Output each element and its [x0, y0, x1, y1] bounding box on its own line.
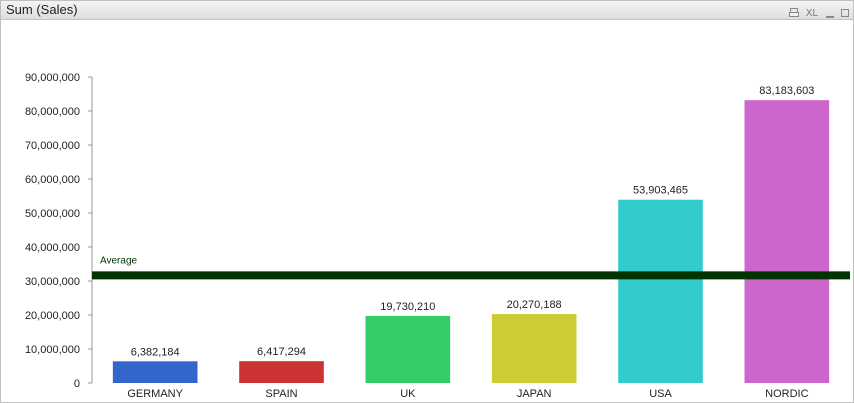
window-caption[interactable]: Sum (Sales) XL [1, 1, 853, 20]
category-label: NORDIC [765, 388, 808, 400]
category-label: UK [400, 388, 416, 400]
value-label: 19,730,210 [380, 301, 435, 313]
print-icon[interactable] [789, 7, 800, 21]
window-title: Sum (Sales) [6, 2, 78, 17]
y-tick-label: 90,000,000 [25, 72, 80, 84]
y-tick-label: 0 [74, 378, 80, 390]
category-label: GERMANY [127, 388, 183, 400]
bar-spain[interactable] [239, 361, 324, 383]
value-labels: 6,382,184 6,417,294 19,730,210 20,270,188 53… [131, 85, 815, 358]
y-tick-label: 40,000,000 [25, 242, 80, 254]
value-label: 53,903,465 [633, 185, 688, 197]
bar-japan[interactable] [491, 314, 577, 383]
restore-icon[interactable] [841, 7, 849, 21]
y-tick-label: 20,000,000 [25, 310, 80, 322]
category-label: SPAIN [265, 388, 297, 400]
bar-germany[interactable] [112, 361, 198, 383]
value-label: 20,270,188 [507, 299, 562, 311]
y-tick-label: 10,000,000 [25, 344, 80, 356]
reference-line-group: Average [92, 255, 850, 280]
x-axis: GERMANY SPAIN UK JAPAN USA NORDIC [127, 388, 808, 400]
excel-export-icon[interactable]: XL [805, 8, 819, 19]
y-tick-label: 80,000,000 [25, 106, 80, 118]
minimize-icon[interactable] [825, 7, 834, 21]
bar-uk[interactable] [365, 315, 451, 383]
y-tick-label: 60,000,000 [25, 174, 80, 186]
y-axis: 0 10,000,000 20,000,000 30,000,000 40,000,00… [25, 72, 93, 390]
y-tick-label: 30,000,000 [25, 276, 80, 288]
category-label: USA [649, 388, 672, 400]
value-label: 6,382,184 [131, 346, 180, 358]
y-tick-label: 50,000,000 [25, 208, 80, 220]
y-tick-label: 70,000,000 [25, 140, 80, 152]
average-label: Average [100, 255, 138, 266]
bars [112, 100, 830, 383]
category-label: JAPAN [517, 388, 552, 400]
value-label: 6,417,294 [257, 346, 306, 358]
bar-nordic[interactable] [744, 100, 830, 383]
bar-usa[interactable] [618, 199, 703, 383]
value-label: 83,183,603 [759, 85, 814, 97]
caption-icons: XL [787, 3, 849, 19]
